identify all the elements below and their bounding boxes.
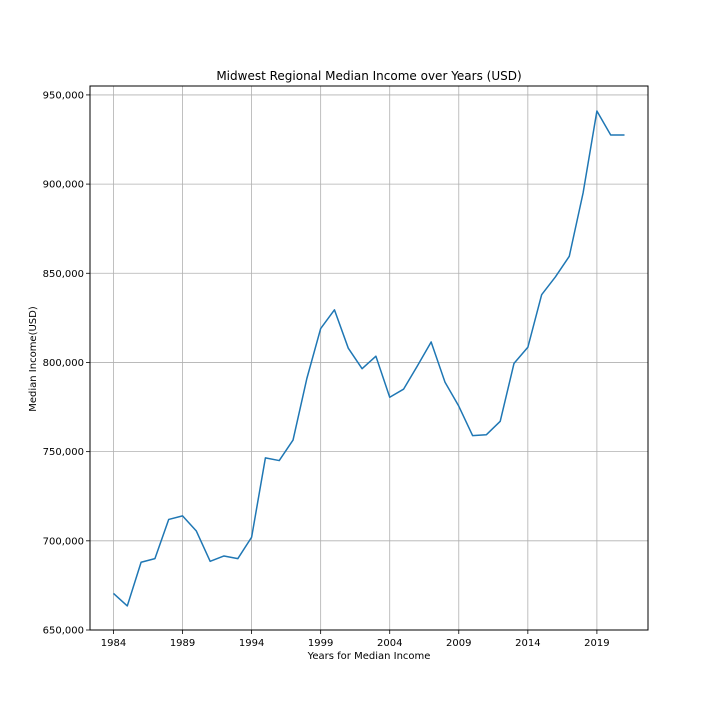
x-tick-label: 2014	[515, 638, 540, 649]
x-tick-label: 2004	[377, 638, 402, 649]
y-axis-label: Median Income(USD)	[28, 306, 39, 412]
axis-ticks: 1984 1989 1994 1999 2004 2009 2014 2019 650,000 7…	[43, 90, 610, 649]
x-tick-label: 1994	[239, 638, 264, 649]
y-tick-label: 900,000	[43, 180, 84, 191]
x-tick-label: 1999	[308, 638, 333, 649]
y-tick-label: 800,000	[43, 358, 84, 369]
y-tick-label: 650,000	[43, 626, 84, 637]
series-line	[112, 110, 625, 607]
y-tick-label: 750,000	[43, 447, 84, 458]
series-layer	[112, 110, 625, 607]
y-tick-label: 950,000	[43, 90, 84, 101]
plot-area-frame	[89, 85, 649, 631]
x-tick-label: 1989	[170, 638, 195, 649]
y-tick-label: 850,000	[43, 269, 84, 280]
chart-title: Midwest Regional Median Income over Year…	[216, 69, 521, 83]
x-tick-label: 2009	[446, 638, 471, 649]
x-axis-label: Years for Median Income	[307, 651, 431, 662]
grid-lines	[90, 86, 648, 631]
x-tick-label: 2019	[584, 638, 609, 649]
y-tick-label: 700,000	[43, 536, 84, 547]
x-tick-label: 1984	[101, 638, 126, 649]
